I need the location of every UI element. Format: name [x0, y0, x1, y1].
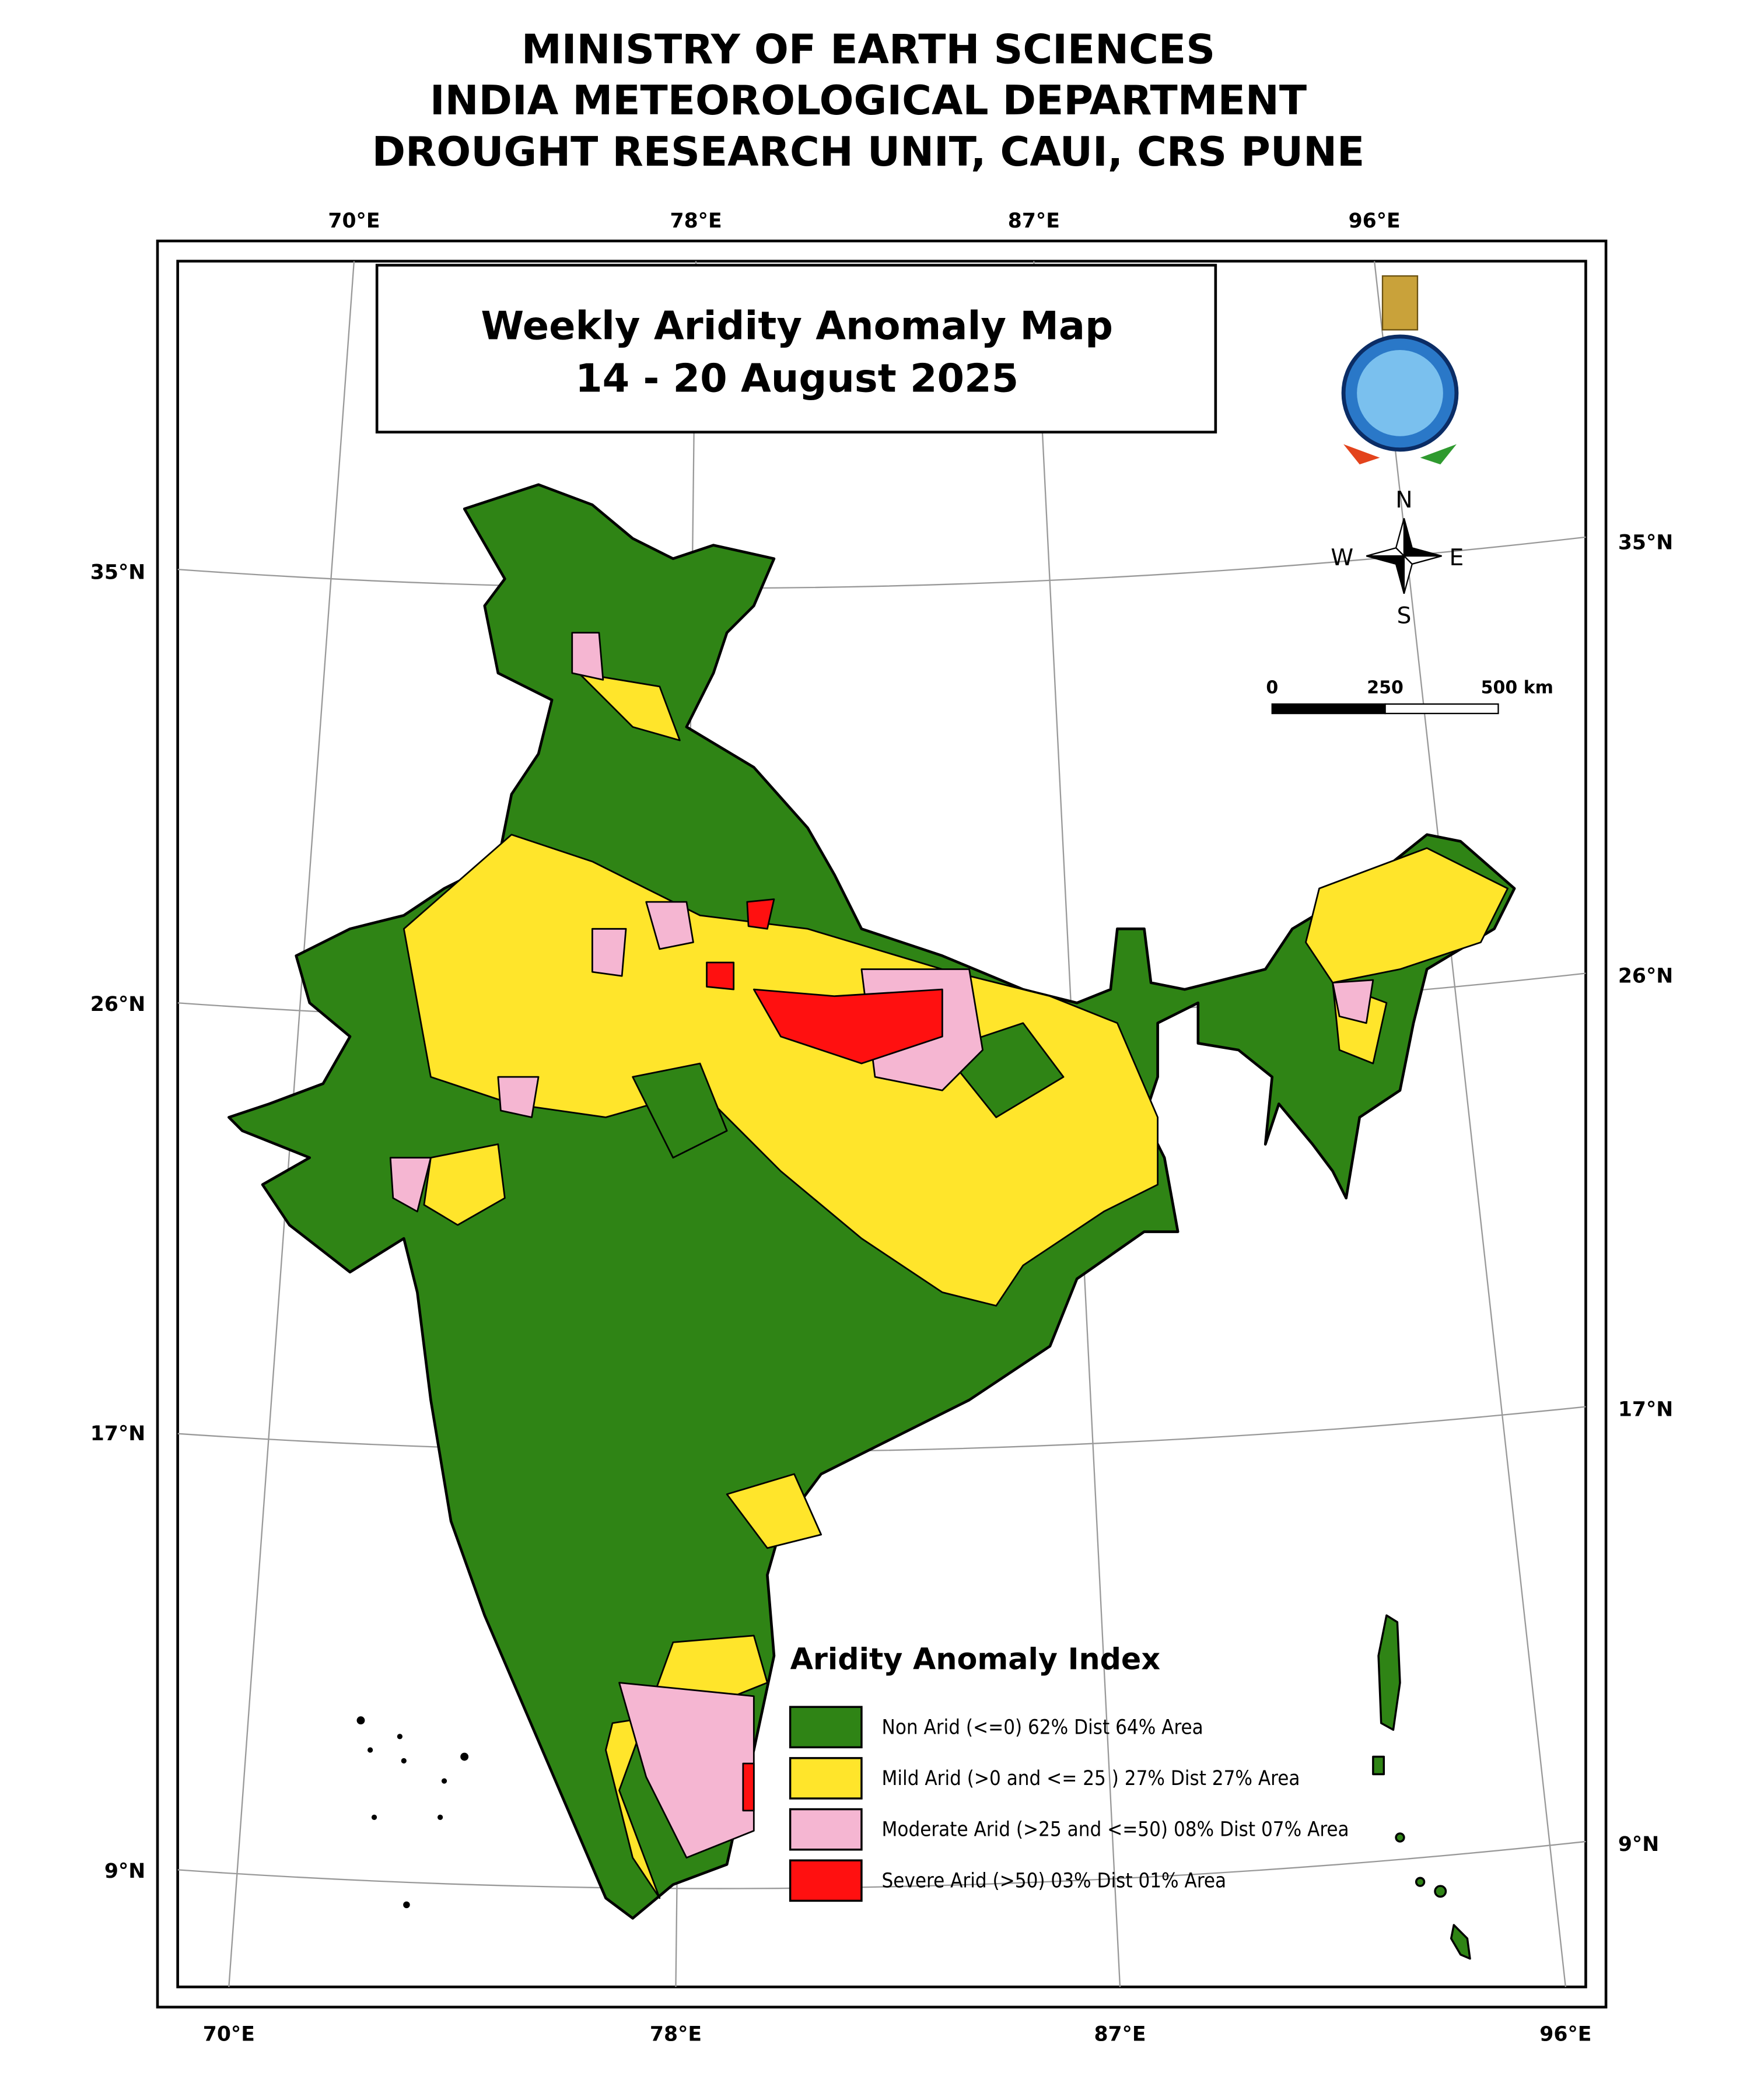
legend-label: Moderate Arid (>25 and <=50) 08% Dist 07… — [882, 1818, 1349, 1842]
legend: Aridity Anomaly Index Non Arid (<=0) 62% … — [789, 1642, 1349, 1902]
india-map — [227, 483, 1516, 1960]
emblem-inner — [1357, 350, 1443, 436]
header-line: INDIA METEOROLOGICAL DEPARTMENT — [430, 78, 1307, 124]
compass-letter: S — [1396, 603, 1411, 629]
scale-label: 500 km — [1481, 677, 1553, 698]
left-lat-label: 35°N — [90, 561, 145, 584]
compass-letter: E — [1450, 545, 1464, 571]
inner-frame — [176, 260, 1587, 1989]
lakshadweep — [356, 1716, 469, 1909]
legend-label: Non Arid (<=0) 62% Dist 64% Area — [882, 1716, 1203, 1739]
top-lon-label: 87°E — [1008, 209, 1060, 233]
compass — [1366, 518, 1442, 594]
bottom-lon-label: 78°E — [650, 2022, 702, 2046]
legend-swatch — [789, 1757, 863, 1800]
right-lat-label: 17°N — [1618, 1398, 1673, 1422]
bottom-lon-label: 70°E — [203, 2022, 255, 2046]
emblem-ribbon — [1420, 444, 1457, 465]
outer-frame — [156, 239, 1608, 2009]
legend-swatch — [789, 1706, 863, 1749]
legend-title: Aridity Anomaly Index — [790, 1642, 1160, 1676]
bottom-lon-label: 87°E — [1094, 2022, 1146, 2046]
top-lon-label: 70°E — [328, 209, 380, 233]
right-lat-label: 26°N — [1618, 965, 1673, 988]
imd-emblem — [1341, 275, 1459, 465]
islands — [1372, 1614, 1471, 1960]
title-line: Weekly Aridity Anomaly Map — [481, 303, 1113, 349]
compass-letter: W — [1331, 545, 1353, 571]
bottom-lon-label: 96°E — [1539, 2022, 1591, 2046]
left-lat-label: 26°N — [90, 993, 145, 1016]
top-lon-label: 78°E — [670, 209, 722, 233]
title-box — [375, 264, 1217, 434]
title-line: 14 - 20 August 2025 — [575, 356, 1019, 401]
legend-swatch — [789, 1808, 863, 1851]
compass-letter: N — [1395, 487, 1412, 513]
header-line: MINISTRY OF EARTH SCIENCES — [522, 26, 1215, 73]
emblem-ribbon — [1343, 444, 1380, 465]
right-lat-label: 35°N — [1618, 531, 1673, 555]
legend-label: Severe Arid (>50) 03% Dist 01% Area — [882, 1869, 1227, 1892]
top-lon-label: 96°E — [1349, 209, 1401, 233]
scale-label: 0 — [1266, 677, 1278, 698]
emblem-lions — [1381, 275, 1419, 331]
left-lat-label: 9°N — [104, 1860, 145, 1883]
scale-bar-black — [1271, 703, 1386, 715]
scale-label: 250 — [1367, 677, 1404, 698]
right-lat-label: 9°N — [1618, 1833, 1659, 1856]
header: MINISTRY OF EARTH SCIENCES INDIA METEOROL… — [372, 26, 1365, 175]
header-line: DROUGHT RESEARCH UNIT, CAUI, CRS PUNE — [372, 129, 1365, 176]
scale-bar-white — [1384, 703, 1499, 715]
map-title: Weekly Aridity Anomaly Map 14 - 20 August… — [481, 303, 1113, 401]
labels: 70°E 78°E 87°E 96°E 70°E 78°E 87°E 96°E 35°N 26°N… — [90, 209, 1673, 2046]
legend-label: Mild Arid (>0 and <= 25 ) 27% Dist 27% A… — [882, 1767, 1300, 1790]
legend-swatch — [789, 1859, 863, 1902]
left-lat-label: 17°N — [90, 1422, 145, 1446]
